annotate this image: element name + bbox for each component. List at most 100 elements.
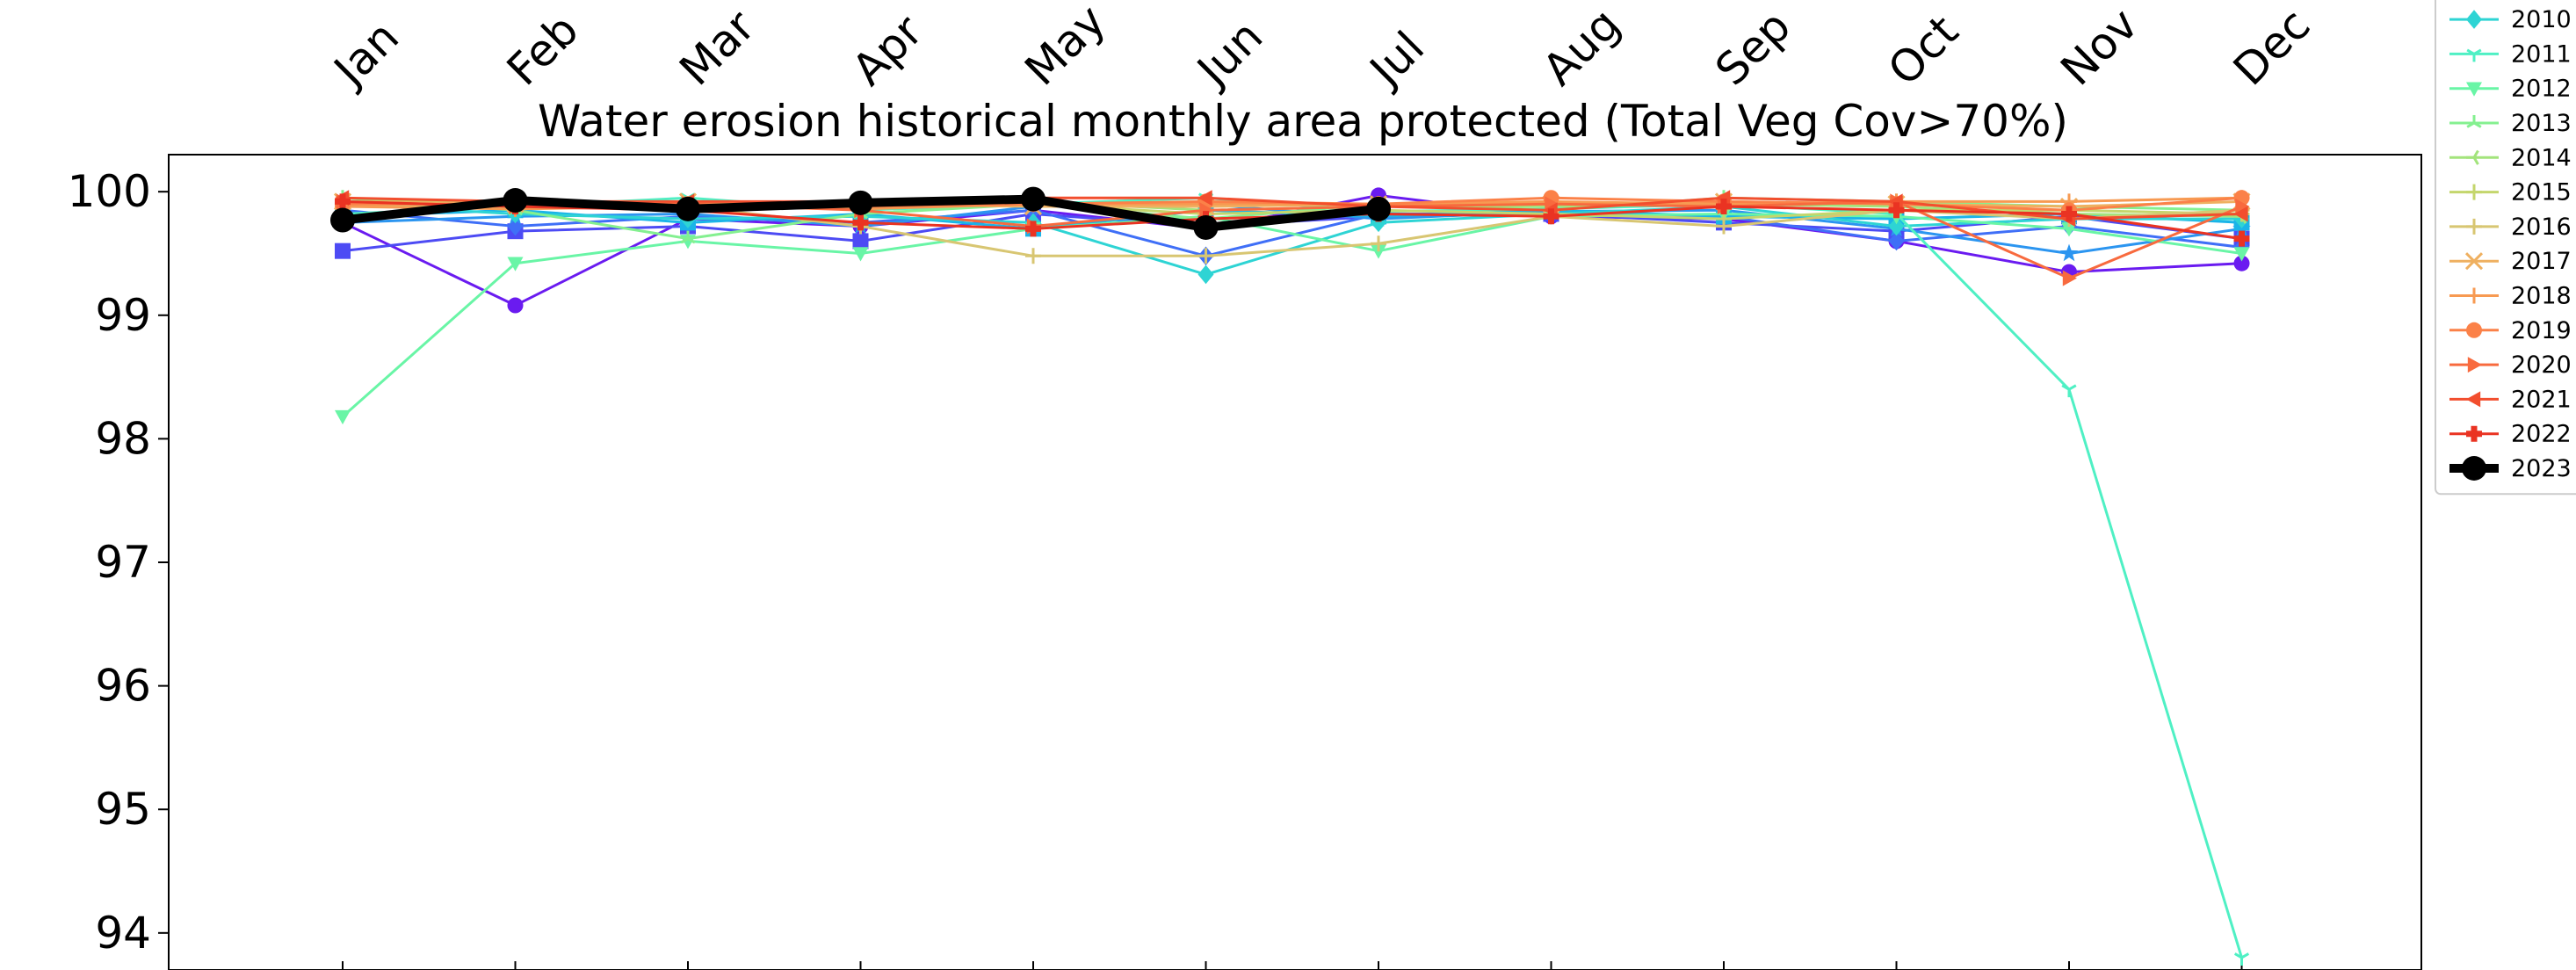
data-point-2022-Dec — [2233, 230, 2250, 247]
data-point-2022-Aug — [1543, 208, 1559, 225]
series-line-2011 — [342, 196, 2243, 959]
legend-swatch-marker — [2466, 218, 2482, 235]
data-point-2022-May — [1025, 221, 1041, 237]
legend-item-2012: 2012 — [2449, 76, 2572, 103]
series-line-2021 — [342, 196, 2242, 221]
chart-title: Water erosion historical monthly area pr… — [538, 96, 2068, 147]
legend-item-2014: 2014 — [2449, 144, 2572, 171]
data-point-2012-Nov — [2061, 222, 2077, 237]
legend-label: 2021 — [2511, 386, 2572, 413]
legend-label: 2022 — [2511, 421, 2572, 448]
x-tick-label: Jun — [1186, 11, 1272, 97]
legend-swatch-marker — [2466, 184, 2482, 200]
legend-label: 2011 — [2511, 40, 2572, 68]
legend-swatch-marker — [2462, 456, 2486, 481]
data-point-2007-Feb — [507, 216, 524, 236]
legend-item-2017: 2017 — [2449, 248, 2572, 275]
data-point-2011-Dec — [2233, 952, 2250, 966]
legend-swatch-marker — [2466, 149, 2479, 165]
legend-item-2021: 2021 — [2449, 386, 2572, 413]
legend-label: 2018 — [2511, 283, 2572, 310]
data-point-2023-Jun — [1193, 214, 1219, 240]
x-tick-label: Jan — [322, 11, 409, 98]
data-point-2021-Dec — [2233, 206, 2248, 222]
x-tick-label: Oct — [1878, 5, 1968, 95]
y-tick-label: 96 — [95, 661, 151, 712]
y-tick-label: 94 — [95, 908, 151, 959]
series-2011 — [335, 192, 2250, 966]
y-axis: 94 95 96 97 98 99 100 — [68, 166, 169, 959]
legend-label: 2012 — [2511, 76, 2572, 103]
data-point-2016-May — [1025, 248, 1041, 264]
data-point-2016-Sep — [1716, 218, 1732, 235]
plot-area-frame — [168, 154, 2422, 970]
legend-label: 2013 — [2511, 110, 2572, 137]
legend-item-2023: 2023 — [2449, 455, 2572, 482]
legend-item-2013: 2013 — [2449, 110, 2572, 137]
data-point-2013-Mar — [680, 230, 696, 244]
legend-item-2015: 2015 — [2449, 179, 2572, 206]
data-point-2023-Feb — [503, 188, 528, 214]
data-point-2012-Dec — [2233, 247, 2250, 262]
data-point-2008-Nov — [2059, 243, 2079, 262]
data-point-2022-Nov — [2061, 206, 2077, 222]
data-point-2006-Apr — [852, 233, 869, 250]
data-point-2012-Jul — [1371, 244, 1386, 259]
legend-swatch-marker — [2464, 252, 2484, 271]
y-tick-label: 99 — [95, 290, 151, 341]
data-point-2023-Apr — [848, 190, 873, 215]
data-point-2022-Jan — [335, 193, 351, 210]
data-point-2012-Feb — [507, 257, 524, 271]
legend-label: 2019 — [2511, 317, 2572, 344]
legend-swatch-marker — [2466, 48, 2482, 62]
data-point-2020-Dec — [2235, 199, 2250, 215]
x-tick-label: Sep — [1705, 1, 1800, 96]
series-line-2012 — [342, 212, 2242, 418]
series-layer — [330, 186, 2251, 966]
x-tick-label: Nov — [2051, 0, 2147, 95]
legend-label: 2010 — [2511, 6, 2572, 33]
data-point-2016-Jun — [1198, 248, 1214, 264]
y-tick-label: 97 — [95, 537, 151, 588]
legend-item-2011: 2011 — [2449, 40, 2572, 68]
data-point-2007-Oct — [1888, 231, 1905, 251]
data-point-2006-Jan — [335, 242, 351, 259]
data-point-2023-Jul — [1366, 196, 1391, 221]
legend-label: 2020 — [2511, 351, 2572, 379]
data-point-2012-Apr — [852, 247, 869, 262]
legend-item-2020: 2020 — [2449, 351, 2572, 379]
data-point-2010-Jun — [1198, 264, 1214, 285]
legend-label: 2015 — [2511, 179, 2572, 206]
data-point-2016-Jul — [1371, 235, 1386, 252]
legend-item-2019: 2019 — [2449, 317, 2572, 344]
x-tick-label: Apr — [843, 5, 932, 95]
x-tick-label: May — [1015, 0, 1115, 95]
legend-swatch-marker — [2466, 10, 2482, 29]
legend-label: 2016 — [2511, 214, 2572, 241]
data-point-2022-Oct — [1888, 202, 1905, 219]
data-point-2005-Feb — [507, 297, 524, 314]
legend: 2005200620072008200920102011201220132014… — [2435, 0, 2576, 496]
legend-label: 2017 — [2511, 248, 2572, 275]
series-2023 — [330, 186, 1391, 240]
data-point-2023-Mar — [676, 196, 700, 221]
legend-item-2022: 2022 — [2449, 421, 2572, 448]
data-point-2023-May — [1021, 186, 1046, 212]
legend-swatch-marker — [2466, 287, 2482, 304]
data-point-2010-Oct — [1888, 216, 1905, 236]
legend-swatch-marker — [2466, 82, 2482, 97]
legend-swatch-marker — [2467, 357, 2482, 373]
legend-swatch-marker — [2466, 425, 2482, 442]
legend-swatch-marker — [2466, 322, 2482, 338]
data-point-2021-Jun — [1198, 190, 1212, 206]
legend-label: 2014 — [2511, 144, 2572, 171]
legend-item-2010: 2010 — [2449, 6, 2572, 33]
data-point-2023-Jan — [330, 207, 355, 233]
data-point-2005-Dec — [2233, 255, 2250, 271]
legend-item-2018: 2018 — [2449, 283, 2572, 310]
x-tick-label: Aug — [1533, 0, 1630, 95]
x-tick-label: Dec — [2224, 0, 2319, 95]
legend-label: 2023 — [2511, 455, 2572, 482]
data-point-2022-Sep — [1716, 199, 1732, 215]
x-tick-label: Jul — [1358, 22, 1434, 98]
